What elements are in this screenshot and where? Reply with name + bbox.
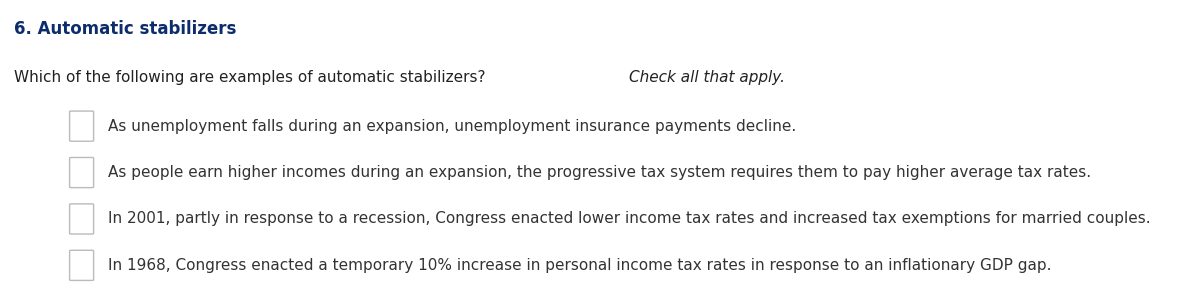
Text: Which of the following are examples of automatic stabilizers?: Which of the following are examples of a…	[14, 70, 491, 85]
Text: In 2001, partly in response to a recession, Congress enacted lower income tax ra: In 2001, partly in response to a recessi…	[108, 211, 1151, 226]
Text: Check all that apply.: Check all that apply.	[629, 70, 785, 85]
Text: In 1968, Congress enacted a temporary 10% increase in personal income tax rates : In 1968, Congress enacted a temporary 10…	[108, 258, 1051, 273]
Text: 6. Automatic stabilizers: 6. Automatic stabilizers	[14, 20, 236, 38]
FancyBboxPatch shape	[70, 111, 94, 141]
Text: As unemployment falls during an expansion, unemployment insurance payments decli: As unemployment falls during an expansio…	[108, 119, 797, 134]
FancyBboxPatch shape	[70, 157, 94, 188]
FancyBboxPatch shape	[70, 204, 94, 234]
Text: As people earn higher incomes during an expansion, the progressive tax system re: As people earn higher incomes during an …	[108, 165, 1091, 180]
FancyBboxPatch shape	[70, 250, 94, 280]
